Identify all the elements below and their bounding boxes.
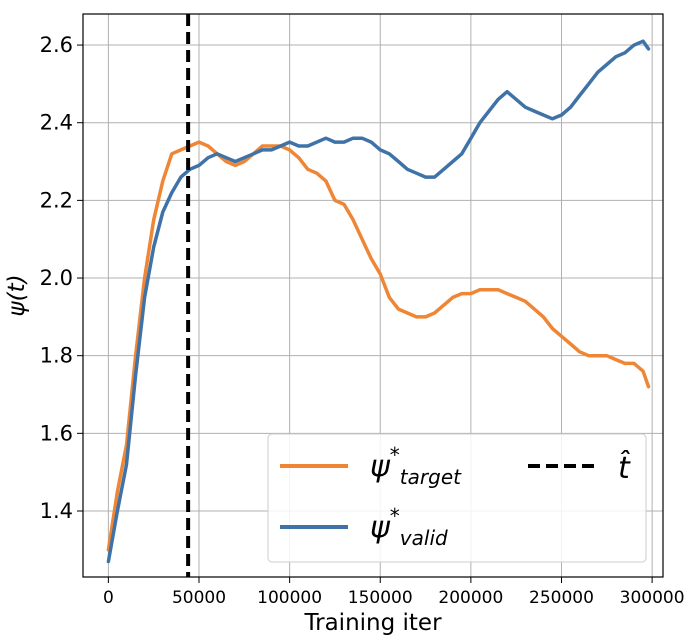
y-tick-label-2: 1.8 (40, 344, 73, 368)
y-tick-label-0: 1.4 (40, 499, 73, 523)
x-tick-label-1: 50000 (172, 588, 226, 608)
series-line-valid (106, 39, 651, 564)
y-tick-label-5: 2.4 (40, 111, 73, 135)
plot-frame (82, 13, 664, 578)
x-tick-label-2: 100000 (257, 588, 322, 608)
y-tick-label-1: 1.6 (40, 421, 73, 445)
x-tick-label-0: 0 (103, 588, 114, 608)
x-tick-label-5: 250000 (529, 588, 594, 608)
y-tick-label-4: 2.2 (40, 188, 73, 212)
series-line-target (106, 140, 651, 552)
legend-box (267, 433, 647, 563)
y-tick-label-6: 2.6 (40, 33, 73, 57)
y-tick-label-3: 2.0 (40, 266, 73, 290)
series-lines (106, 39, 651, 564)
x-tick-label-6: 300000 (620, 588, 685, 608)
grid (83, 14, 663, 577)
x-axis-label: Training iter (303, 610, 442, 636)
axis-ticks: 0 50000 100000 150000 200000 250000 300000 1.4 1… (40, 33, 685, 608)
legend-label-threshold: t̂ (618, 450, 631, 486)
x-tick-label-4: 200000 (438, 588, 503, 608)
legend: ψ*target ψ*valid t̂ (267, 433, 647, 563)
y-axis-label: ψ(t) (4, 274, 30, 316)
x-tick-label-3: 150000 (348, 588, 413, 608)
